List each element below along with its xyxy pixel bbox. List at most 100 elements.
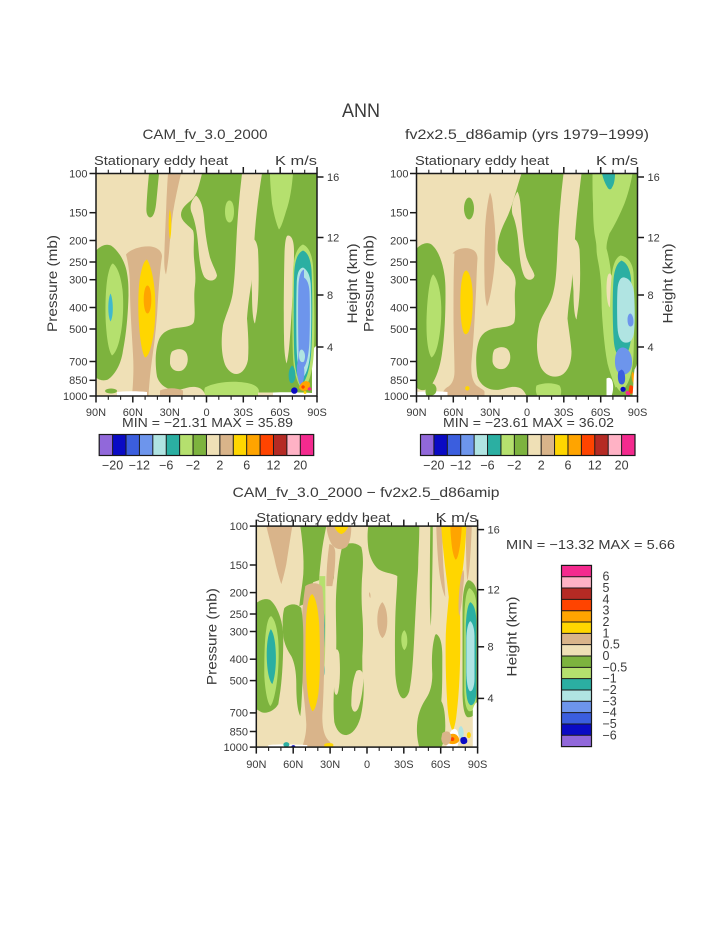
svg-text:Height (km): Height (km) [345, 244, 360, 324]
svg-text:6: 6 [243, 459, 250, 473]
svg-text:−6: −6 [480, 459, 494, 473]
svg-text:60S: 60S [591, 407, 611, 419]
svg-text:500: 500 [390, 324, 408, 336]
svg-text:90N: 90N [406, 407, 426, 419]
svg-text:Stationary eddy heat: Stationary eddy heat [415, 153, 549, 168]
svg-text:300: 300 [390, 275, 408, 287]
svg-text:850: 850 [69, 375, 87, 387]
svg-text:90S: 90S [307, 407, 327, 419]
svg-text:90S: 90S [468, 759, 488, 771]
svg-text:250: 250 [69, 257, 87, 269]
svg-text:MIN = −23.61 MAX = 36.02: MIN = −23.61 MAX = 36.02 [443, 415, 614, 430]
svg-text:4: 4 [488, 693, 494, 705]
svg-text:8: 8 [648, 290, 654, 302]
svg-text:Height (km): Height (km) [505, 597, 520, 677]
svg-text:850: 850 [390, 375, 408, 387]
svg-text:3: 3 [603, 604, 610, 618]
svg-text:300: 300 [230, 626, 248, 638]
svg-text:60N: 60N [123, 407, 143, 419]
svg-text:MIN = −13.32 MAX = 5.66: MIN = −13.32 MAX = 5.66 [506, 537, 675, 552]
svg-text:−0.5: −0.5 [603, 660, 628, 674]
svg-text:CAM_fv_3.0_2000: CAM_fv_3.0_2000 [143, 126, 268, 142]
svg-text:250: 250 [390, 257, 408, 269]
svg-text:30S: 30S [394, 759, 414, 771]
svg-text:30N: 30N [160, 407, 180, 419]
svg-text:90S: 90S [628, 407, 648, 419]
svg-text:400: 400 [390, 302, 408, 314]
svg-text:−1: −1 [603, 672, 617, 686]
svg-text:400: 400 [69, 302, 87, 314]
svg-text:30S: 30S [234, 407, 254, 419]
svg-text:300: 300 [69, 275, 87, 287]
svg-text:K m/s: K m/s [275, 153, 318, 168]
svg-text:CAM_fv_3.0_2000 − fv2x2.5_d86a: CAM_fv_3.0_2000 − fv2x2.5_d86amip [233, 484, 500, 500]
svg-text:6: 6 [603, 570, 610, 584]
svg-text:0: 0 [524, 407, 530, 419]
svg-text:16: 16 [327, 172, 339, 184]
svg-text:8: 8 [327, 290, 333, 302]
svg-text:1: 1 [603, 626, 610, 640]
svg-text:2: 2 [538, 459, 545, 473]
svg-text:700: 700 [390, 356, 408, 368]
svg-text:500: 500 [69, 324, 87, 336]
svg-text:K m/s: K m/s [596, 153, 639, 168]
svg-text:−20: −20 [423, 459, 444, 473]
svg-text:0: 0 [364, 759, 370, 771]
svg-text:Pressure (mb): Pressure (mb) [45, 235, 60, 332]
svg-text:20: 20 [293, 459, 307, 473]
svg-text:4: 4 [603, 592, 610, 606]
svg-text:Pressure (mb): Pressure (mb) [362, 235, 377, 332]
svg-text:60S: 60S [270, 407, 290, 419]
svg-text:−12: −12 [450, 459, 471, 473]
svg-text:−2: −2 [507, 459, 521, 473]
svg-text:2: 2 [603, 615, 610, 629]
svg-text:30N: 30N [480, 407, 500, 419]
svg-text:400: 400 [230, 654, 248, 666]
svg-text:20: 20 [615, 459, 629, 473]
svg-text:100: 100 [230, 521, 248, 533]
svg-text:200: 200 [230, 587, 248, 599]
svg-text:K m/s: K m/s [436, 510, 479, 525]
svg-text:700: 700 [230, 708, 248, 720]
svg-text:Stationary eddy heat: Stationary eddy heat [256, 510, 390, 525]
svg-text:4: 4 [327, 342, 333, 354]
svg-text:2: 2 [216, 459, 223, 473]
svg-text:4: 4 [648, 342, 654, 354]
svg-text:16: 16 [648, 172, 660, 184]
svg-text:16: 16 [488, 524, 500, 536]
svg-text:−12: −12 [129, 459, 150, 473]
svg-text:0: 0 [603, 649, 610, 663]
svg-text:−2: −2 [603, 683, 617, 697]
svg-text:30N: 30N [320, 759, 340, 771]
svg-text:90N: 90N [246, 759, 266, 771]
svg-text:−20: −20 [102, 459, 123, 473]
svg-text:−4: −4 [603, 706, 617, 720]
svg-text:150: 150 [390, 208, 408, 220]
svg-text:1000: 1000 [384, 391, 408, 403]
svg-text:MIN = −21.31 MAX = 35.89: MIN = −21.31 MAX = 35.89 [122, 415, 293, 430]
svg-text:0.5: 0.5 [603, 638, 620, 652]
svg-text:12: 12 [267, 459, 281, 473]
svg-text:−6: −6 [159, 459, 173, 473]
svg-text:−5: −5 [603, 717, 617, 731]
svg-text:250: 250 [230, 609, 248, 621]
svg-text:700: 700 [69, 356, 87, 368]
svg-text:850: 850 [230, 726, 248, 738]
svg-text:Height (km): Height (km) [661, 244, 676, 324]
svg-text:−3: −3 [603, 694, 617, 708]
svg-text:5: 5 [603, 581, 610, 595]
svg-text:8: 8 [488, 642, 494, 654]
svg-text:12: 12 [327, 232, 339, 244]
svg-text:6: 6 [565, 459, 572, 473]
svg-text:90N: 90N [86, 407, 106, 419]
svg-text:fv2x2.5_d86amip (yrs 1979−1999: fv2x2.5_d86amip (yrs 1979−1999) [405, 126, 649, 142]
svg-text:1000: 1000 [224, 742, 248, 754]
svg-text:150: 150 [230, 560, 248, 572]
svg-text:60N: 60N [283, 759, 303, 771]
svg-text:1000: 1000 [63, 391, 87, 403]
svg-text:150: 150 [69, 208, 87, 220]
svg-text:500: 500 [230, 675, 248, 687]
svg-text:60N: 60N [443, 407, 463, 419]
svg-text:100: 100 [390, 168, 408, 180]
svg-text:12: 12 [588, 459, 602, 473]
